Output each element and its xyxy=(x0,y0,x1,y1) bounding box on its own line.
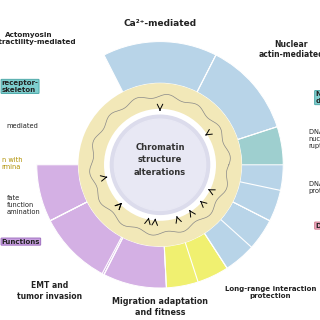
Wedge shape xyxy=(197,55,277,140)
Text: Functions: Functions xyxy=(2,239,40,244)
Text: receptor-
skeleton: receptor- skeleton xyxy=(2,80,38,93)
Text: Nuclear
actin-mediated: Nuclear actin-mediated xyxy=(258,40,320,59)
Wedge shape xyxy=(50,202,122,274)
Wedge shape xyxy=(204,202,270,268)
Text: Ca²⁺-mediated: Ca²⁺-mediated xyxy=(124,19,196,28)
Wedge shape xyxy=(50,202,123,275)
Circle shape xyxy=(114,119,206,211)
Wedge shape xyxy=(164,233,227,288)
Text: Long-range interaction
protection: Long-range interaction protection xyxy=(225,286,316,299)
Text: DNA d.
prot.: DNA d. prot. xyxy=(309,181,320,194)
Text: DNA da.
nuclea
rupture: DNA da. nuclea rupture xyxy=(309,129,320,149)
Wedge shape xyxy=(104,237,166,288)
Text: Nuc.
defor.: Nuc. defor. xyxy=(315,91,320,104)
Text: Damage: Damage xyxy=(315,223,320,228)
Wedge shape xyxy=(104,42,216,92)
Wedge shape xyxy=(221,182,281,247)
Wedge shape xyxy=(78,83,242,246)
Wedge shape xyxy=(102,237,198,288)
Circle shape xyxy=(110,115,210,214)
Text: EMT and
tumor invasion: EMT and tumor invasion xyxy=(17,281,82,301)
Text: mediated: mediated xyxy=(6,124,38,129)
Wedge shape xyxy=(238,127,283,190)
Text: n with
rmina: n with rmina xyxy=(2,157,22,170)
Wedge shape xyxy=(185,220,252,282)
Text: fate
function
amination: fate function amination xyxy=(6,195,40,215)
Text: Chromatin
structure
alterations: Chromatin structure alterations xyxy=(134,143,186,177)
Wedge shape xyxy=(233,165,283,221)
Wedge shape xyxy=(37,165,87,221)
Text: Migration adaptation
and fitness: Migration adaptation and fitness xyxy=(112,297,208,317)
Text: Actomyosin
-contractility-mediated: Actomyosin -contractility-mediated xyxy=(0,32,76,45)
Wedge shape xyxy=(37,165,87,221)
